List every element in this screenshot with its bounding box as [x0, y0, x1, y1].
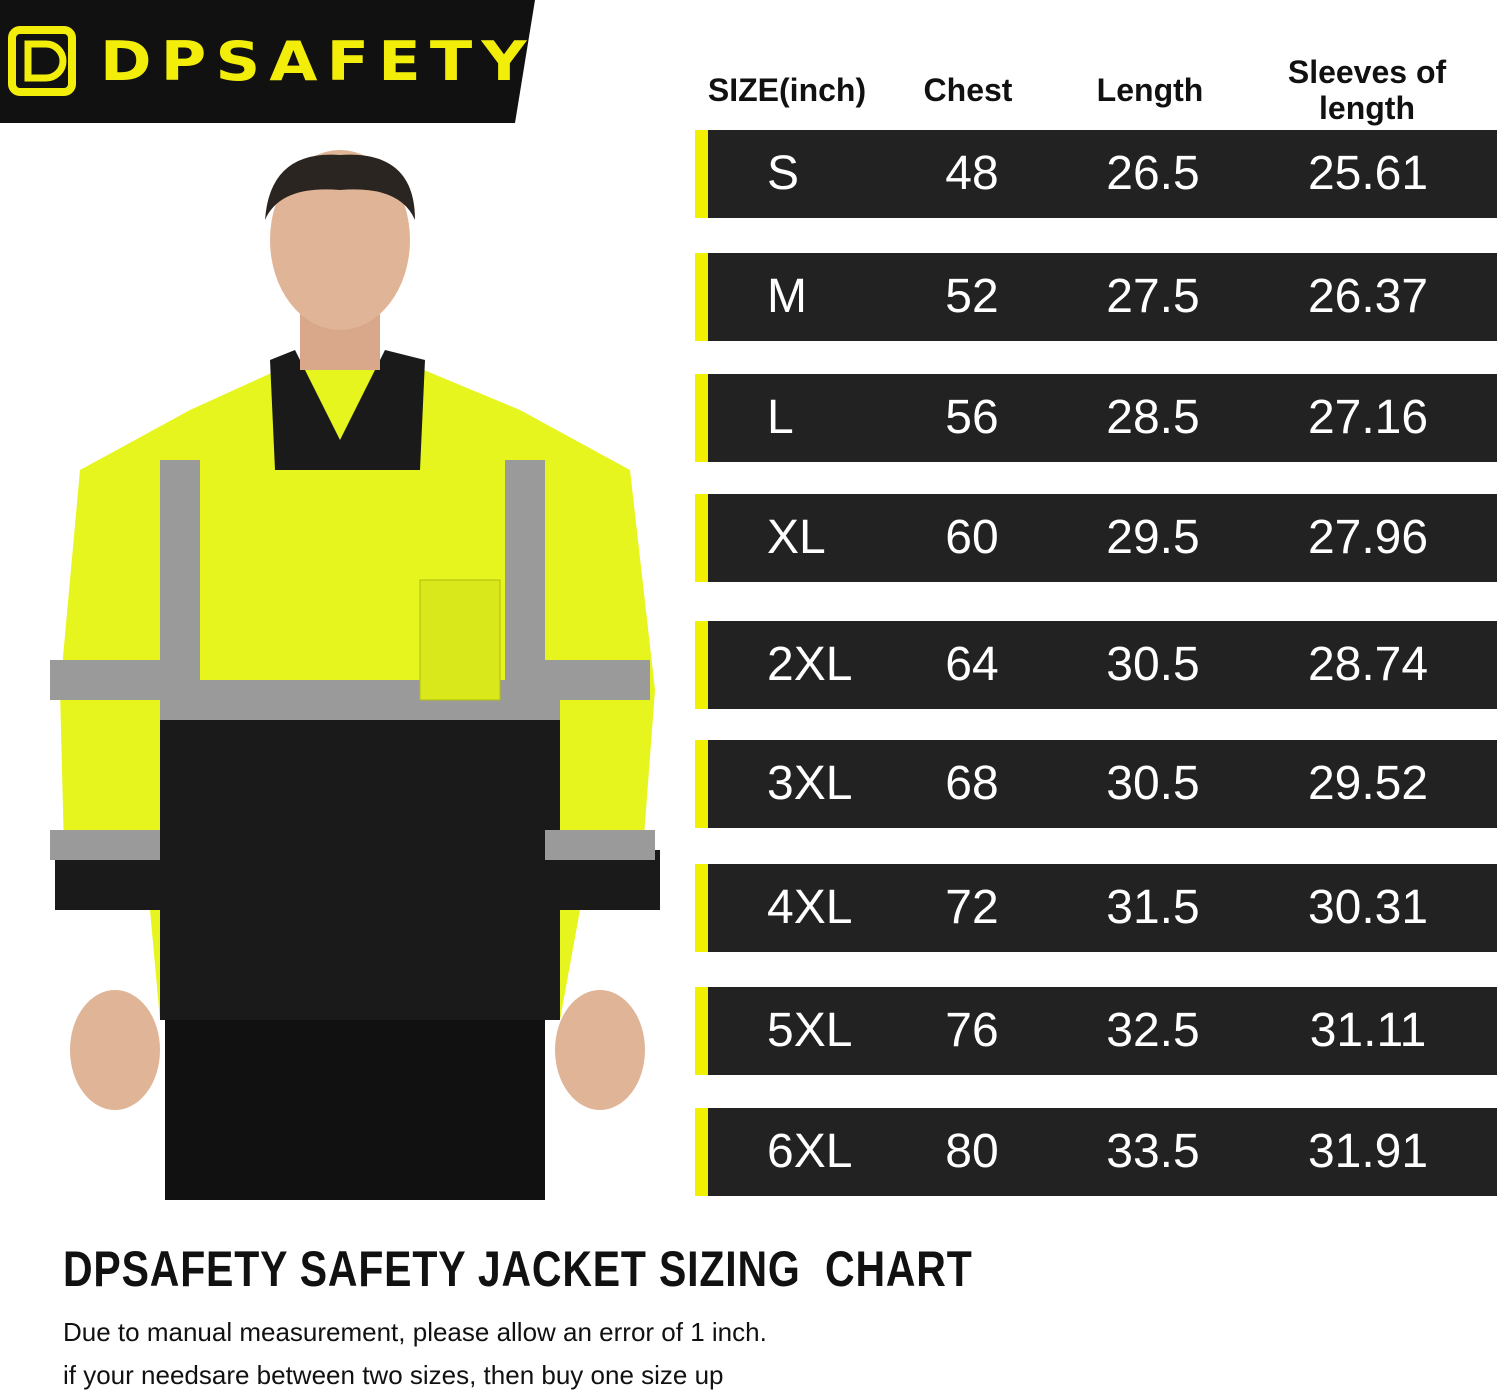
- value-cell: 28.74: [1307, 638, 1429, 691]
- column-header: Chest: [923, 72, 1013, 108]
- size-cell: S: [767, 147, 800, 200]
- table-row: 3XL 68 30.5 29.52: [695, 740, 1497, 828]
- note: if your needsare between two sizes, then…: [63, 1360, 724, 1390]
- table-row: S 48 26.5 25.61: [695, 130, 1497, 218]
- value-cell: 31.91: [1307, 1125, 1429, 1178]
- size-cell: 4XL: [767, 881, 853, 934]
- value-cell: 31.11: [1309, 1004, 1427, 1057]
- table-row: 6XL 80 33.5 31.91: [695, 1108, 1497, 1196]
- value-cell: 26.37: [1307, 270, 1429, 323]
- value-cell: 29.52: [1307, 757, 1429, 810]
- size-cell: 3XL: [767, 757, 853, 810]
- value-cell: 26.5: [1106, 147, 1200, 200]
- value-cell: 60: [945, 511, 999, 564]
- value-cell: 29.5: [1106, 511, 1200, 564]
- value-cell: 72: [945, 881, 999, 934]
- value-cell: 30.5: [1106, 757, 1200, 810]
- chart-title: DPSAFETY SAFETY JACKET SIZING CHART: [63, 1241, 973, 1297]
- logo-banner: [0, 0, 535, 123]
- value-cell: 28.5: [1106, 391, 1200, 444]
- column-header: SIZE(inch): [707, 72, 867, 108]
- value-cell: 76: [945, 1004, 999, 1057]
- value-cell: 64: [945, 638, 999, 691]
- value-cell: 30.31: [1307, 881, 1429, 934]
- value-cell: 30.5: [1106, 638, 1200, 691]
- value-cell: 27.5: [1106, 270, 1200, 323]
- value-cell: 68: [945, 757, 999, 810]
- value-cell: 56: [945, 391, 999, 444]
- column-header: Sleeves of length: [1287, 54, 1447, 126]
- value-cell: 25.61: [1307, 147, 1429, 200]
- value-cell: 31.5: [1106, 881, 1200, 934]
- logo-text: DPSAFETY: [100, 30, 536, 93]
- table-row: 5XL 76 32.5 31.11: [695, 987, 1497, 1075]
- table-row: 2XL 64 30.5 28.74: [695, 621, 1497, 709]
- value-cell: 33.5: [1106, 1125, 1200, 1178]
- size-cell: L: [767, 391, 794, 444]
- size-cell: M: [767, 270, 807, 323]
- model-photo: [50, 150, 660, 1200]
- size-cell: XL: [767, 511, 826, 564]
- table-row: 4XL 72 31.5 30.31: [695, 864, 1497, 952]
- table-row: L 56 28.5 27.16: [695, 374, 1497, 462]
- table-row: M 52 27.5 26.37: [695, 253, 1497, 341]
- value-cell: 32.5: [1106, 1004, 1200, 1057]
- note: Due to manual measurement, please allow …: [63, 1317, 767, 1347]
- size-cell: 5XL: [767, 1004, 853, 1057]
- value-cell: 27.16: [1307, 391, 1429, 444]
- value-cell: 27.96: [1307, 511, 1429, 564]
- value-cell: 52: [945, 270, 999, 323]
- value-cell: 48: [945, 147, 999, 200]
- size-cell: 6XL: [767, 1125, 853, 1178]
- column-header: Length: [1096, 72, 1204, 108]
- table-row: XL 60 29.5 27.96: [695, 494, 1497, 582]
- size-cell: 2XL: [767, 638, 853, 691]
- value-cell: 80: [945, 1125, 999, 1178]
